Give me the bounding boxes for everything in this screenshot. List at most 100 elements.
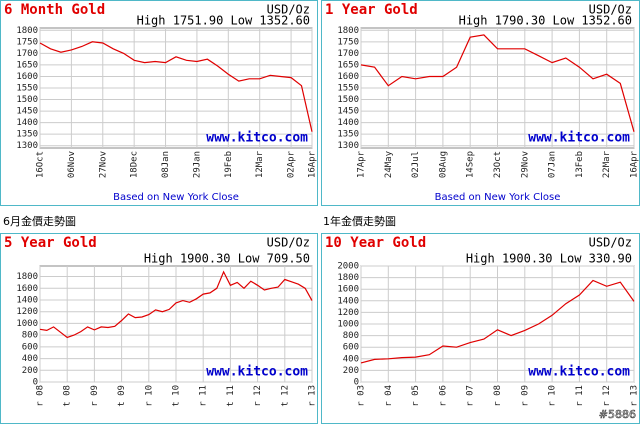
x-tick-label: 13Feb [575, 151, 585, 178]
high-low: High 1900.30 Low 330.90 [466, 252, 632, 266]
x-tick-label: 16Apr [630, 150, 640, 178]
y-tick-label: 800 [22, 331, 38, 341]
x-tick-label: r 06 [438, 385, 448, 407]
y-tick-label: 1550 [337, 84, 359, 94]
y-tick-label: 0 [354, 378, 359, 388]
y-tick-label: 1700 [337, 49, 359, 59]
y-tick-label: 800 [343, 331, 359, 341]
x-tick-label: r 11 [575, 385, 585, 407]
y-tick-label: 200 [343, 366, 359, 376]
y-tick-label: 1400 [16, 295, 38, 305]
x-tick-label: r 08 [36, 385, 46, 407]
y-tick-label: 1200 [16, 307, 38, 317]
y-tick-label: 1800 [337, 273, 359, 283]
high-low: High 1751.90 Low 1352.60 [137, 14, 310, 28]
caption: 1年金價走勢圖 [323, 214, 396, 228]
x-tick-label: 16Oct [36, 151, 46, 178]
price-line [360, 279, 635, 364]
y-tick-label: 1450 [16, 107, 38, 117]
x-tick-label: 12Mar [255, 150, 265, 178]
y-tick-label: 1700 [16, 49, 38, 59]
y-tick-label: 1800 [16, 272, 38, 282]
note: Based on New York Close [435, 192, 561, 203]
y-tick-label: 1400 [337, 296, 359, 306]
x-tick-label: 22Mar [602, 150, 612, 178]
y-tick-label: 0 [33, 378, 38, 388]
y-tick-label: 1800 [16, 26, 38, 36]
x-tick-label: 07Jan [548, 151, 558, 178]
x-tick-label: 27Nov [98, 151, 108, 178]
x-tick-label: t 10 [172, 385, 182, 407]
high-low: High 1900.30 Low 709.50 [144, 252, 310, 266]
x-tick-label: 29Nov [520, 151, 530, 178]
y-tick-label: 1350 [16, 130, 38, 140]
y-tick-label: 1450 [337, 107, 359, 117]
x-tick-label: r 12 [602, 385, 612, 407]
y-tick-label: 1600 [16, 72, 38, 82]
x-tick-label: r 09 [520, 385, 530, 407]
y-tick-label: 1750 [337, 37, 359, 47]
watermark: #5886 [599, 408, 636, 421]
price-line [39, 270, 313, 339]
x-tick-label: 08Jan [161, 151, 171, 178]
y-tick-label: 1000 [337, 320, 359, 330]
x-tick-label: 14Sep [466, 151, 476, 178]
y-tick-label: 1650 [16, 60, 38, 70]
y-tick-label: 200 [22, 366, 38, 376]
x-tick-label: 24May [384, 150, 394, 178]
y-tick-label: 400 [22, 354, 38, 364]
x-tick-label: 29Jan [192, 151, 202, 178]
x-tick-label: r 13 [630, 385, 640, 407]
high-low: High 1790.30 Low 1352.60 [459, 14, 632, 28]
x-tick-label: 16Apr [308, 150, 318, 178]
x-tick-label: r 05 [411, 385, 421, 407]
x-tick-label: t 12 [280, 385, 290, 407]
x-tick-label: r 09 [90, 385, 100, 407]
unit: USD/Oz [267, 3, 310, 17]
y-tick-label: 1600 [16, 284, 38, 294]
y-tick-label: 1000 [16, 319, 38, 329]
x-tick-label: r 10 [548, 385, 558, 407]
y-tick-label: 600 [343, 343, 359, 353]
x-tick-label: r 10 [144, 385, 154, 407]
chart-title: 1 Year Gold [325, 2, 418, 18]
x-tick-label: 02Jul [411, 151, 421, 178]
y-tick-label: 400 [343, 354, 359, 364]
price-line [360, 34, 635, 132]
y-tick-label: 1600 [337, 72, 359, 82]
x-tick-label: 23Oct [493, 151, 503, 178]
source: www.kitco.com [206, 131, 308, 146]
x-tick-label: t 08 [63, 385, 73, 407]
y-tick-label: 1400 [337, 118, 359, 128]
x-tick-label: 08Aug [438, 151, 448, 178]
y-tick-label: 600 [22, 342, 38, 352]
y-tick-label: 1400 [16, 118, 38, 128]
y-tick-label: 1650 [337, 60, 359, 70]
note: Based on New York Close [113, 192, 239, 203]
y-tick-label: 1750 [16, 37, 38, 47]
y-tick-label: 2000 [337, 262, 359, 272]
x-tick-label: 19Feb [224, 151, 234, 178]
x-tick-label: t 11 [226, 385, 236, 407]
x-tick-label: 06Nov [67, 151, 77, 178]
x-tick-label: r 04 [384, 385, 394, 407]
chart-title: 5 Year Gold [4, 235, 97, 251]
y-tick-label: 1550 [16, 84, 38, 94]
x-tick-label: r 13 [308, 385, 318, 407]
y-tick-label: 1200 [337, 308, 359, 318]
x-tick-label: r 07 [466, 385, 476, 407]
y-tick-label: 1300 [337, 141, 359, 151]
unit: USD/Oz [267, 236, 310, 250]
x-tick-label: 17Apr [357, 150, 367, 178]
price-line [39, 41, 313, 132]
y-tick-label: 1500 [337, 95, 359, 105]
y-tick-label: 1350 [337, 130, 359, 140]
y-tick-label: 1800 [337, 26, 359, 36]
x-tick-label: 18Dec [130, 151, 140, 178]
x-tick-label: r 08 [493, 385, 503, 407]
x-tick-label: t 09 [117, 385, 127, 407]
source: www.kitco.com [206, 365, 308, 380]
chart-title: 10 Year Gold [325, 235, 426, 251]
unit: USD/Oz [589, 3, 632, 17]
